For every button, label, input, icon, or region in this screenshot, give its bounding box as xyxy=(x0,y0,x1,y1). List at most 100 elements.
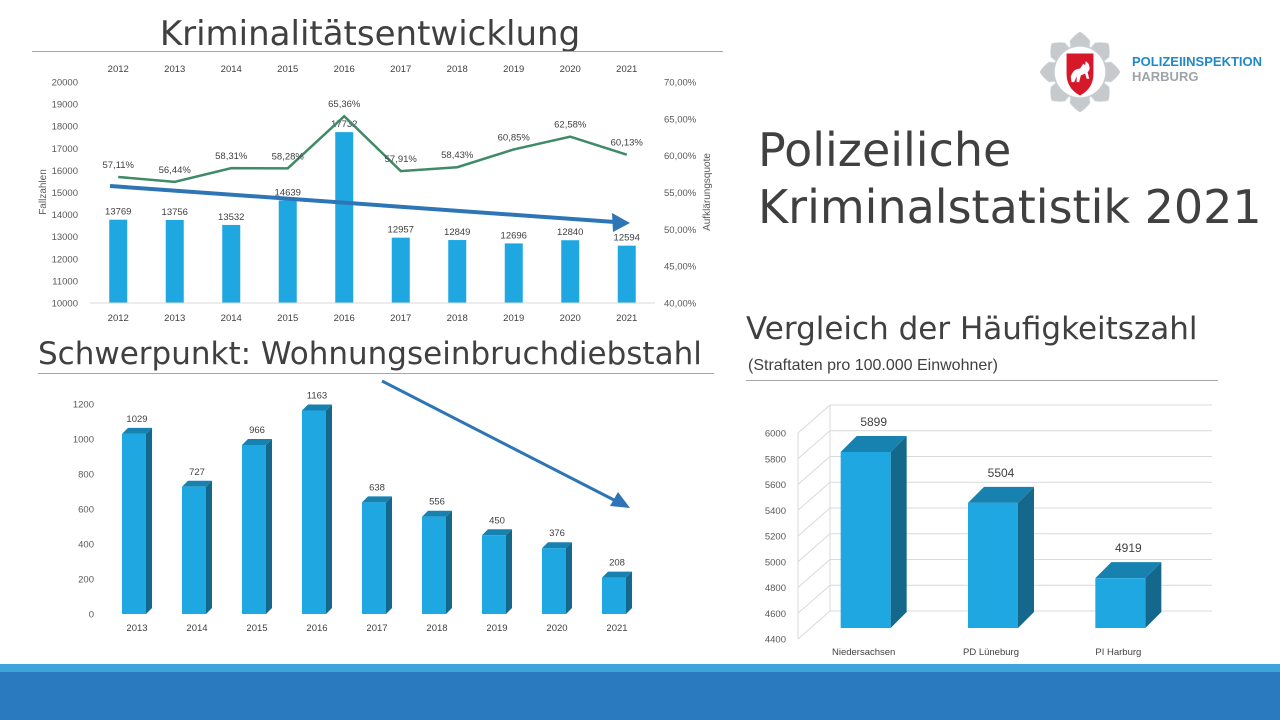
burglary-value-label: 376 xyxy=(549,528,565,539)
burglary-bar xyxy=(482,529,512,614)
y-tick-label: 5600 xyxy=(765,480,786,491)
x-tick-label: 2019 xyxy=(486,623,507,634)
x-tick-label: 2013 xyxy=(126,623,147,634)
clearance-rate-label: 65,36% xyxy=(328,99,361,110)
clearance-rate-label: 62,58% xyxy=(554,120,587,131)
y-tick-label: 18000 xyxy=(52,122,78,133)
y2-tick-label: 70,00% xyxy=(664,78,697,89)
slide-title: Polizeiliche Kriminalstatistik 2021 xyxy=(758,122,1262,236)
slide-title-line1: Polizeiliche xyxy=(758,123,1012,177)
case-count-bar xyxy=(561,240,580,303)
x-tick-label: 2020 xyxy=(560,313,581,324)
y-tick-label: 600 xyxy=(78,505,94,516)
y-tick-label: 20000 xyxy=(52,78,78,89)
x-tick-label-top: 2014 xyxy=(221,64,242,75)
case-count-bar xyxy=(617,245,636,303)
burglary-value-label: 1163 xyxy=(307,390,327,401)
crime-title-underline xyxy=(32,51,723,52)
clearance-rate-label: 57,11% xyxy=(102,160,134,171)
y-tick-label: 5400 xyxy=(765,506,786,517)
y2-axis-label: Aufklärungsquote xyxy=(702,153,713,231)
x-tick-label: 2017 xyxy=(390,313,411,324)
y-tick-label: 4800 xyxy=(765,583,786,594)
y-tick-label: 400 xyxy=(78,540,94,551)
x-tick-label-top: 2018 xyxy=(447,64,468,75)
burglary-bar xyxy=(302,404,332,614)
comparison-title: Vergleich der Häufigkeitszahl xyxy=(746,311,1198,347)
burglary-bar xyxy=(542,542,572,614)
frequency-bar xyxy=(1095,562,1162,628)
y-tick-label: 15000 xyxy=(52,188,78,199)
y-tick-label: 1000 xyxy=(73,435,94,446)
case-count-bar xyxy=(448,240,467,303)
burglary-focus-title: Schwerpunkt: Wohnungseinbruchdiebstahl xyxy=(38,336,702,372)
y-tick-label: 19000 xyxy=(52,100,78,111)
x-tick-label-top: 2021 xyxy=(616,64,637,75)
footer-accent-stripe xyxy=(0,664,1280,672)
logo-text-line1: POLIZEIINSPEKTION xyxy=(1132,54,1263,69)
y-tick-label: 5000 xyxy=(765,557,786,568)
clearance-rate-label: 58,28% xyxy=(272,151,305,162)
y-axis-label: Fallzahlen xyxy=(38,169,49,215)
burglary-chart: 0 200 400 600 800 1000 1200 1029 727 966 1163 638 5… xyxy=(73,379,632,634)
y-tick-label: 16000 xyxy=(52,166,78,177)
x-tick-label: 2012 xyxy=(108,313,129,324)
frequency-comparison-chart: 4400 4600 4800 5000 5200 5400 5600 5800 6000 589… xyxy=(765,404,1212,658)
y-tick-label: 200 xyxy=(78,575,94,586)
x-tick-label: 2021 xyxy=(606,623,627,634)
case-count-bar xyxy=(504,243,523,303)
y2-tick-label: 65,00% xyxy=(664,114,697,125)
case-count-label: 12840 xyxy=(557,227,583,238)
burglary-title-underline xyxy=(38,373,714,374)
case-count-label: 17732 xyxy=(331,119,357,130)
frequency-bar xyxy=(968,486,1034,628)
burglary-value-label: 450 xyxy=(489,515,505,526)
clearance-rate-label: 58,31% xyxy=(215,151,248,162)
case-count-label: 12957 xyxy=(388,225,414,236)
case-count-bar xyxy=(278,200,297,303)
x-tick-label-top: 2013 xyxy=(164,64,185,75)
y2-tick-label: 40,00% xyxy=(664,299,697,310)
clearance-rate-label: 60,85% xyxy=(498,132,531,143)
case-count-bar xyxy=(165,219,184,303)
burglary-value-label: 966 xyxy=(249,425,265,436)
y-tick-label: 11000 xyxy=(52,276,78,287)
frequency-value-label: 5504 xyxy=(988,466,1015,480)
crime-development-title: Kriminalitätsentwicklung xyxy=(159,14,581,54)
case-count-label: 12849 xyxy=(444,227,470,238)
burglary-bar xyxy=(182,480,212,614)
burglary-bar xyxy=(122,427,152,614)
burglary-value-label: 727 xyxy=(189,467,205,478)
y-tick-label: 13000 xyxy=(52,232,78,243)
case-count-label: 13532 xyxy=(218,212,244,223)
clearance-rate-label: 57,91% xyxy=(385,154,418,165)
burglary-bar xyxy=(242,438,272,614)
x-tick-label: Niedersachsen xyxy=(832,647,895,658)
x-tick-label: 2014 xyxy=(221,313,242,324)
y-tick-label: 6000 xyxy=(765,429,786,440)
clearance-rate-label: 56,44% xyxy=(159,165,192,176)
x-tick-label: 2018 xyxy=(426,623,447,634)
logo-text-line2: HARBURG xyxy=(1132,69,1199,84)
burglary-value-label: 1029 xyxy=(126,414,147,425)
y-tick-label: 5800 xyxy=(765,454,786,465)
x-tick-label: 2018 xyxy=(447,313,468,324)
burglary-bar xyxy=(422,510,452,614)
x-tick-label: 2015 xyxy=(246,623,267,634)
y-tick-label: 1200 xyxy=(73,400,94,411)
x-tick-label-top: 2020 xyxy=(560,64,581,75)
x-tick-label: 2019 xyxy=(503,313,524,324)
case-count-bar xyxy=(109,219,128,303)
frequency-value-label: 5899 xyxy=(860,415,887,429)
frequency-bar xyxy=(840,436,907,628)
y2-tick-label: 50,00% xyxy=(664,225,697,236)
trend-arrow-burglary xyxy=(381,379,630,508)
y-tick-label: 17000 xyxy=(52,144,78,155)
burglary-value-label: 638 xyxy=(369,482,385,493)
burglary-value-label: 208 xyxy=(609,558,625,569)
clearance-rate-line xyxy=(118,114,628,184)
x-tick-label-top: 2017 xyxy=(390,64,411,75)
case-count-label: 14639 xyxy=(275,187,301,198)
y-tick-label: 0 xyxy=(89,610,94,621)
case-count-label: 12594 xyxy=(614,233,640,244)
